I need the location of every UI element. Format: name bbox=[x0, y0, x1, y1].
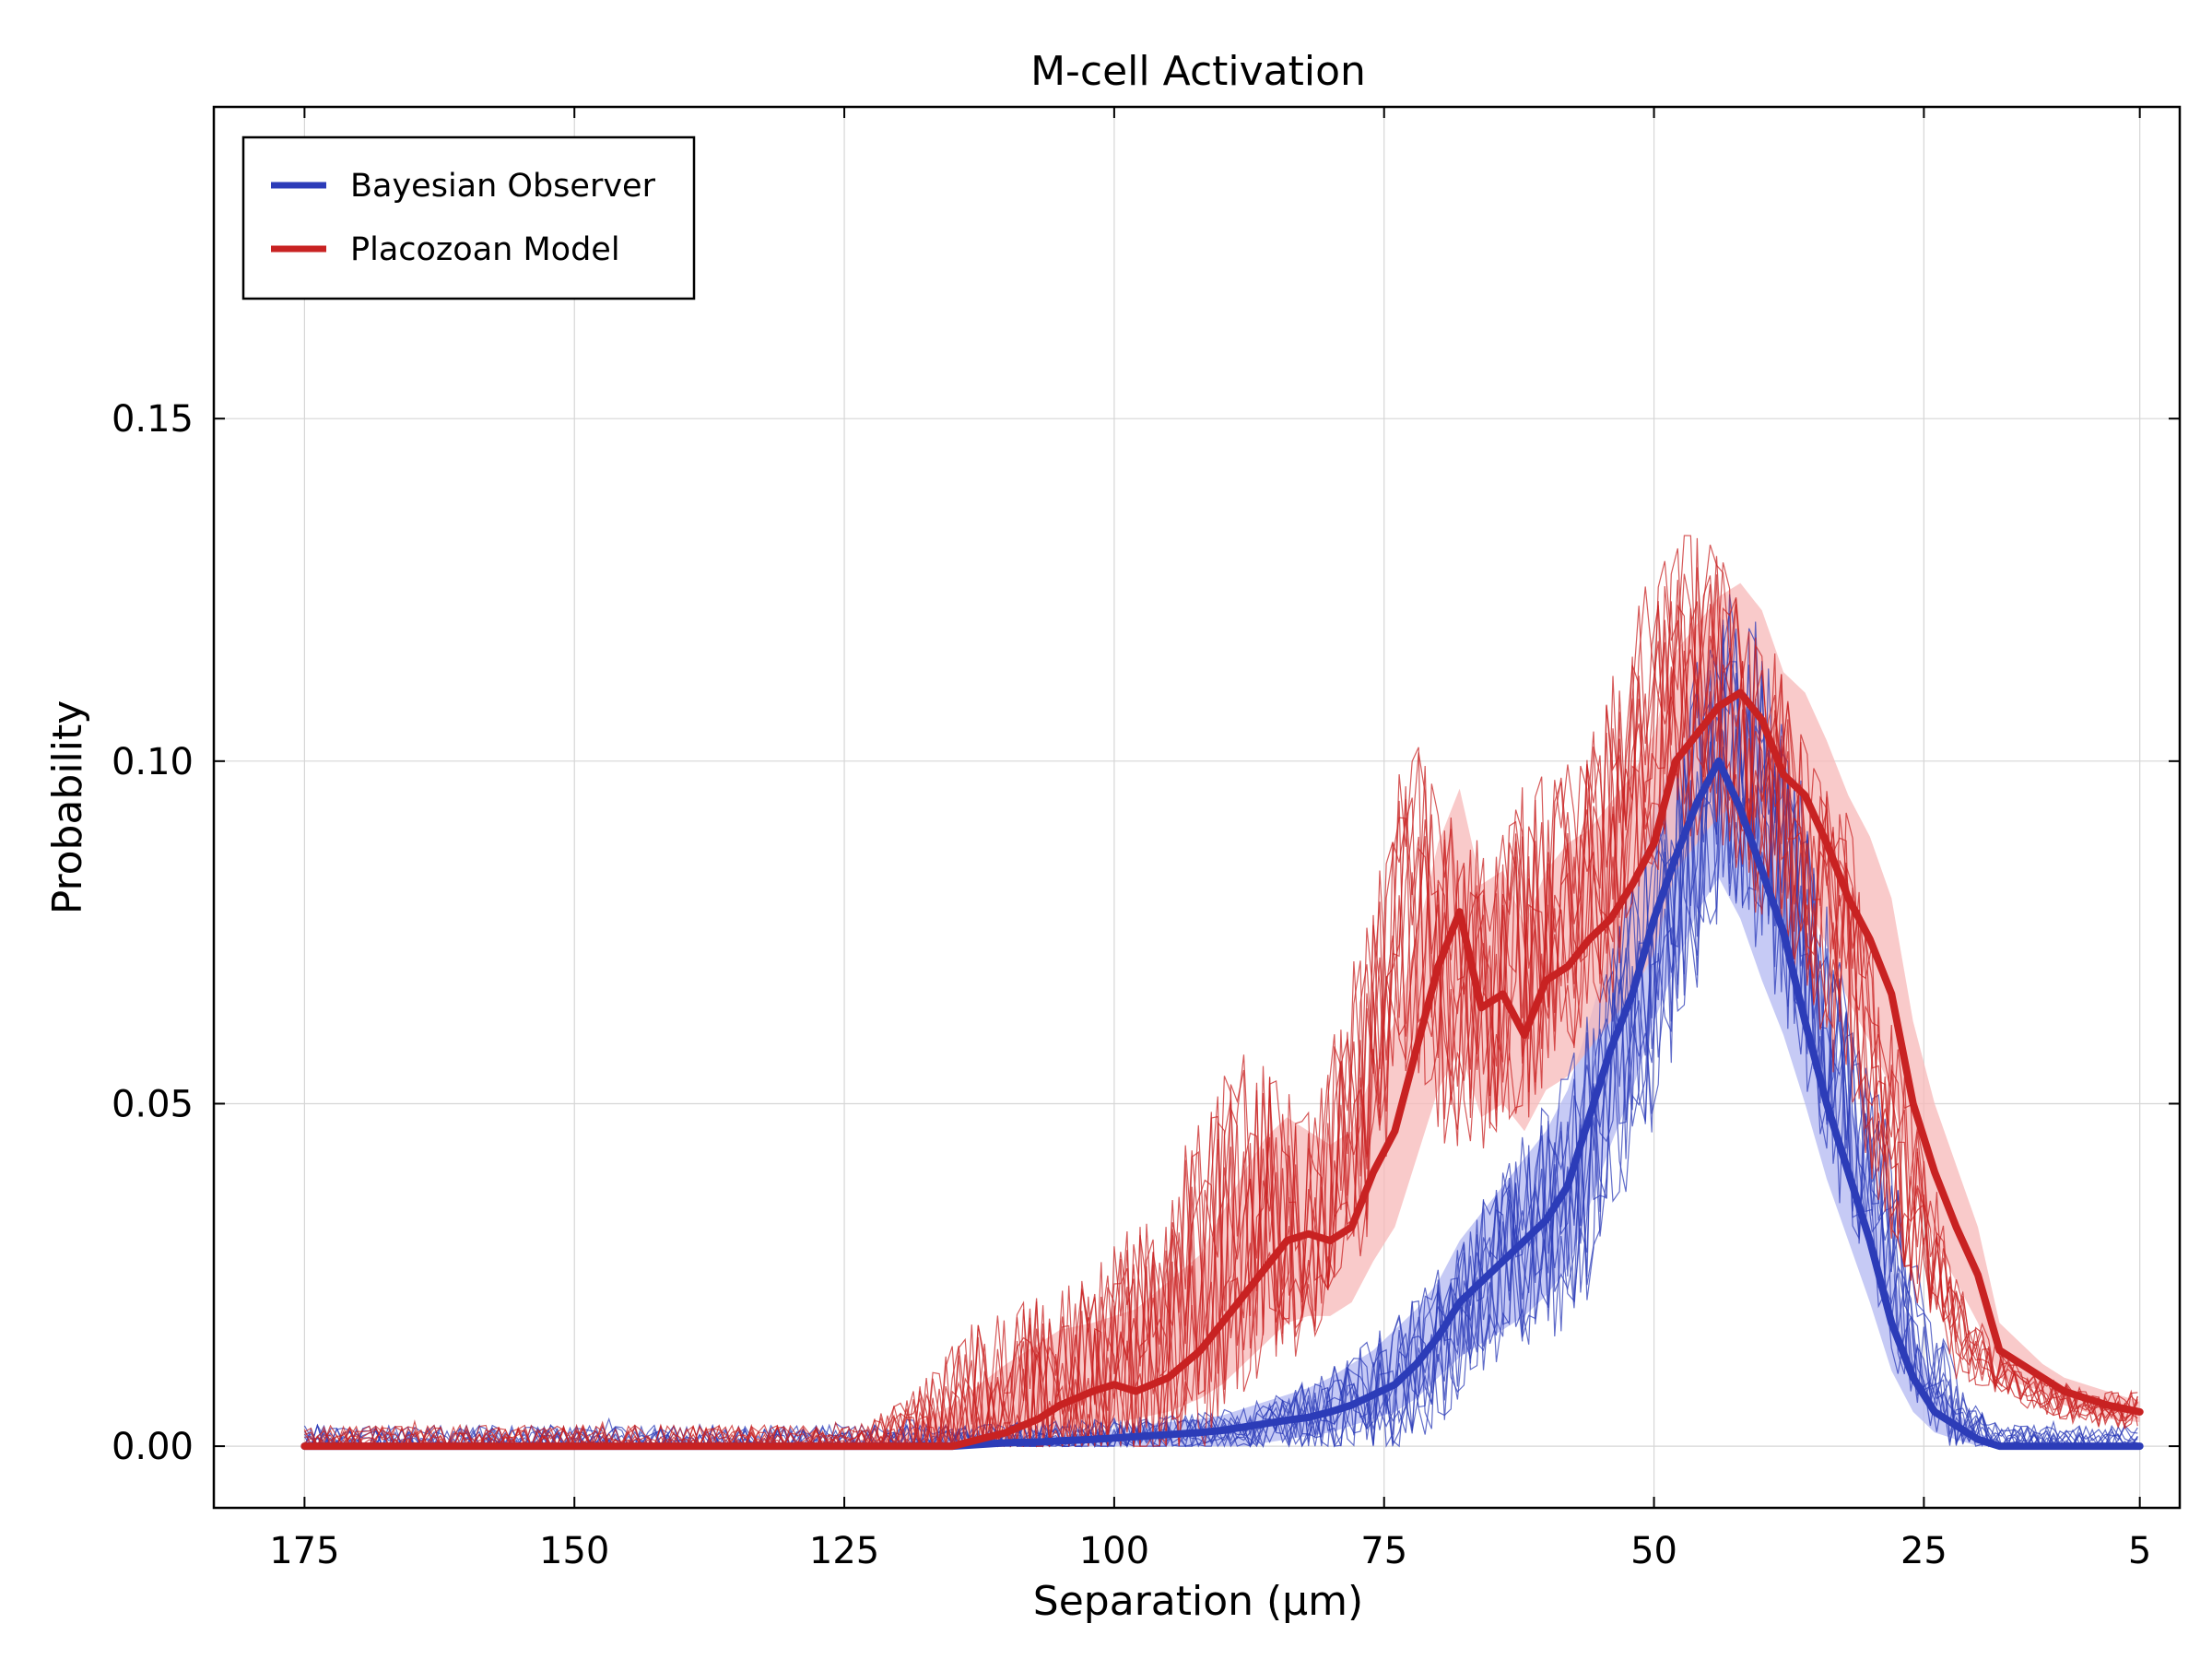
x-tick-label: 175 bbox=[269, 1530, 339, 1572]
axis-ticks: 175 150 125 100 75 50 25 5 0.00 0.05 0.10 0.15 bbox=[112, 107, 2180, 1572]
x-tick-label: 5 bbox=[2128, 1530, 2151, 1572]
y-tick-label: 0.15 bbox=[112, 398, 194, 441]
x-axis-label: Separation (μm) bbox=[1033, 1578, 1363, 1625]
legend-label-bayesian: Bayesian Observer bbox=[350, 168, 656, 205]
x-tick-label: 75 bbox=[1360, 1530, 1407, 1572]
y-axis-label: Probability bbox=[44, 700, 91, 915]
band-placozoan bbox=[304, 582, 2140, 1447]
plot-data bbox=[300, 535, 2144, 1451]
x-tick-label: 100 bbox=[1079, 1530, 1149, 1572]
y-tick-label: 0.00 bbox=[112, 1426, 194, 1468]
chart-title: M-cell Activation bbox=[1030, 48, 1366, 95]
y-tick-label: 0.10 bbox=[112, 741, 194, 783]
legend: Bayesian Observer Placozoan Model bbox=[241, 135, 696, 300]
y-tick-label: 0.05 bbox=[112, 1083, 194, 1125]
x-tick-label: 150 bbox=[539, 1530, 609, 1572]
plot-frame bbox=[212, 105, 2182, 1510]
legend-label-placozoan: Placozoan Model bbox=[350, 231, 620, 268]
legend-box bbox=[241, 135, 696, 300]
x-tick-label: 25 bbox=[1900, 1530, 1947, 1572]
x-tick-label: 125 bbox=[809, 1530, 879, 1572]
mean-line-placozoan bbox=[300, 688, 2144, 1451]
x-tick-label: 50 bbox=[1630, 1530, 1677, 1572]
trial-trace-bayesian bbox=[304, 621, 2138, 1448]
trial-trace-bayesian bbox=[303, 689, 2138, 1448]
